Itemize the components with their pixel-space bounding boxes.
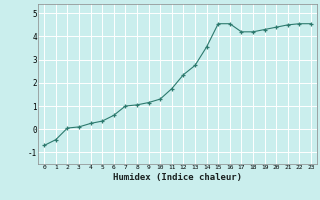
X-axis label: Humidex (Indice chaleur): Humidex (Indice chaleur) [113,173,242,182]
